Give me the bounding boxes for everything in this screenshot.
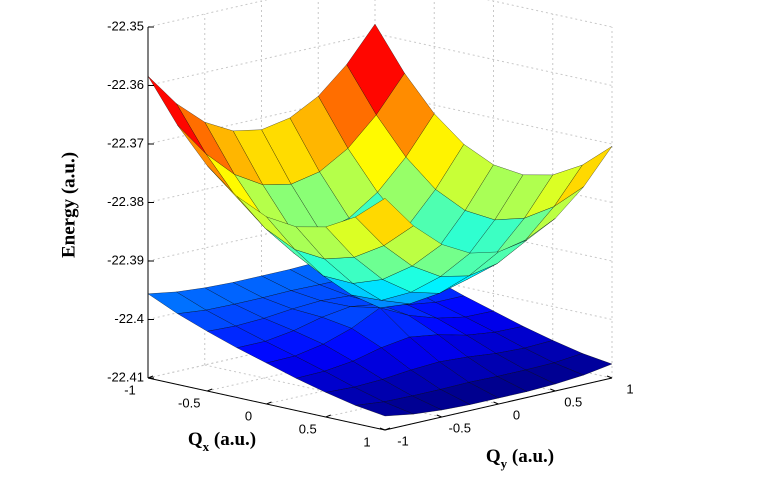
grid-line [147,0,269,28]
x-tick-label: -1 [124,382,136,397]
x-tick-label: 1 [363,434,370,449]
tick-mark [147,375,154,379]
tick-mark [606,375,613,379]
z-axis-label: Energy (a.u.) [58,152,79,258]
z-tick-label: -22.36 [107,77,144,92]
x-axis-label: Qx (a.u.) [188,429,256,454]
tick-mark [493,401,499,405]
z-tick-label: -22.41 [107,369,144,384]
y-tick-label: -1 [397,433,409,448]
z-tick-label: -22.38 [107,194,144,209]
grid-line [374,33,613,86]
z-tick-label: -22.4 [114,311,144,326]
x-axis [147,377,386,431]
x-tick-label: 0 [245,408,252,423]
surface-facet [147,75,207,155]
y-axis-label: Qy (a.u.) [486,446,554,471]
tick-mark [325,414,331,418]
axes: -22.41 -22.4 -22.39 -22.38 -22.37 -22.36 -22.3… [107,18,633,449]
z-tick-label: -22.37 [107,135,144,150]
x-tick-label: 0.5 [299,421,317,436]
surface-facet [355,401,414,417]
tick-mark [436,414,442,418]
y-axis [384,377,613,431]
grid-line [147,91,376,145]
y-tick-label: 0 [513,407,520,422]
tick-mark [550,388,556,392]
y-tick-label: -0.5 [449,420,471,435]
tick-mark [207,388,213,392]
x-tick-label: -0.5 [178,395,200,410]
z-tick-label: -22.39 [107,252,144,267]
surface-facet [355,197,414,246]
tick-mark [266,401,272,405]
y-tick-label: 1 [626,381,633,396]
grid-line [486,0,613,28]
y-tick-label: 0.5 [564,394,582,409]
grid-line [147,33,376,86]
surface-plot [147,23,613,417]
z-tick-label: -22.35 [107,18,144,33]
